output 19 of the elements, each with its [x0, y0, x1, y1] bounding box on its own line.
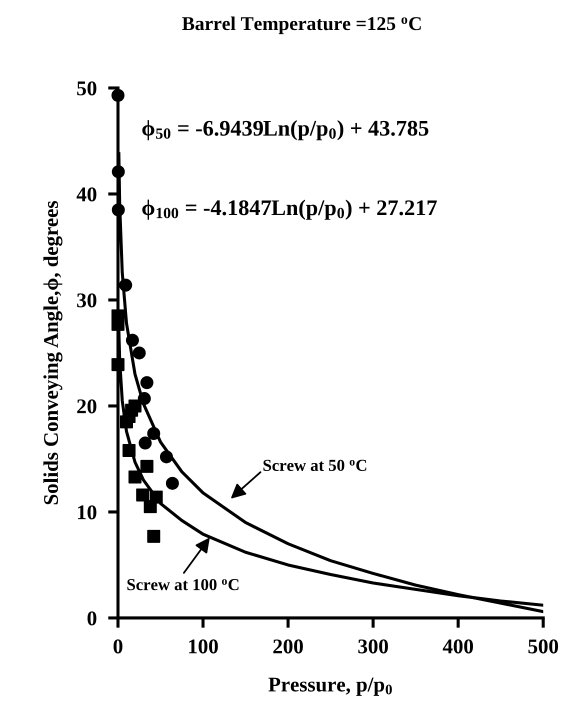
x-tick-label: 200 [273, 639, 303, 654]
x-tick-label: 500 [528, 639, 558, 654]
y-tick-label: 40 [76, 187, 96, 202]
annotation: Screw at 50 $^{o}$C [263, 460, 366, 471]
x-tick-label: 400 [442, 639, 473, 654]
x-axis-title: Pressure, p/p$_{0}$ [268, 678, 392, 696]
y-tick-label: 10 [78, 505, 96, 520]
y-tick-label: 20 [77, 399, 96, 414]
annotation: ϕ$_{50}$ = -6.9439Ln(p/p$_{0}$) + 43.785 [142, 120, 428, 140]
y-tick-label: 0 [88, 611, 96, 626]
annotation: ϕ$_{100}$ = -4.1847Ln(p/p$_{0}$) + 27.217 [142, 200, 437, 220]
x-tick-label: 300 [358, 639, 388, 654]
y-tick-label: 50 [77, 81, 96, 96]
x-tick-label: 0 [114, 639, 122, 654]
chart-title: Barrel Temperature =125 $^{o}$C [182, 16, 421, 34]
y-tick-label: 30 [77, 293, 96, 308]
annotation: Screw at 100 $^{o}$C [127, 578, 238, 590]
y-axis-title: Solids Conveying Angle,ϕ, degrees [43, 201, 62, 504]
x-tick-label: 100 [189, 639, 218, 654]
